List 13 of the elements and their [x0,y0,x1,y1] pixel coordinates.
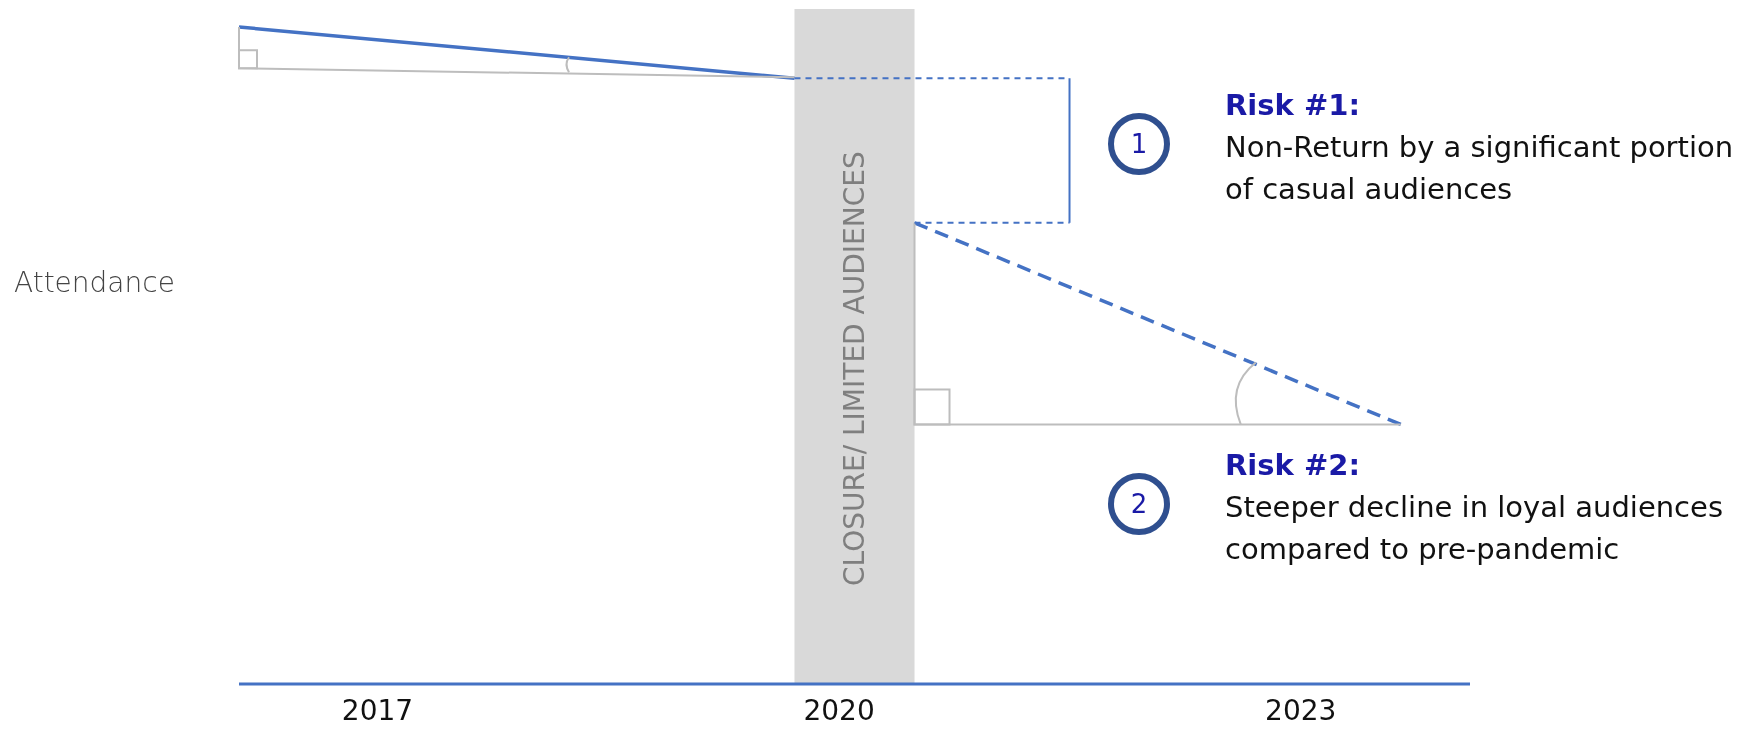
x-tick-label: 2020 [803,693,875,727]
y-axis-title: Attendance [14,266,175,299]
annotation: 1 [1130,129,1148,159]
ring-icon: 2 [1108,473,1170,535]
annotation: Risk #2: [1225,447,1361,484]
x-tick-label: 2023 [1265,693,1337,727]
ring-icon: 1 [1108,113,1170,175]
band-label: CLOSURE/ LIMITED AUDIENCES [838,151,871,586]
annotation: Steeper decline in loyal audiences compared to pre-pandemic [1225,489,1724,568]
annotation: Risk #1: [1225,87,1361,124]
annotation: Non-Return by a significant portion of casual audiences [1225,129,1735,208]
annotation: 2 [1130,489,1148,519]
x-tick-label: 2017 [341,693,414,727]
